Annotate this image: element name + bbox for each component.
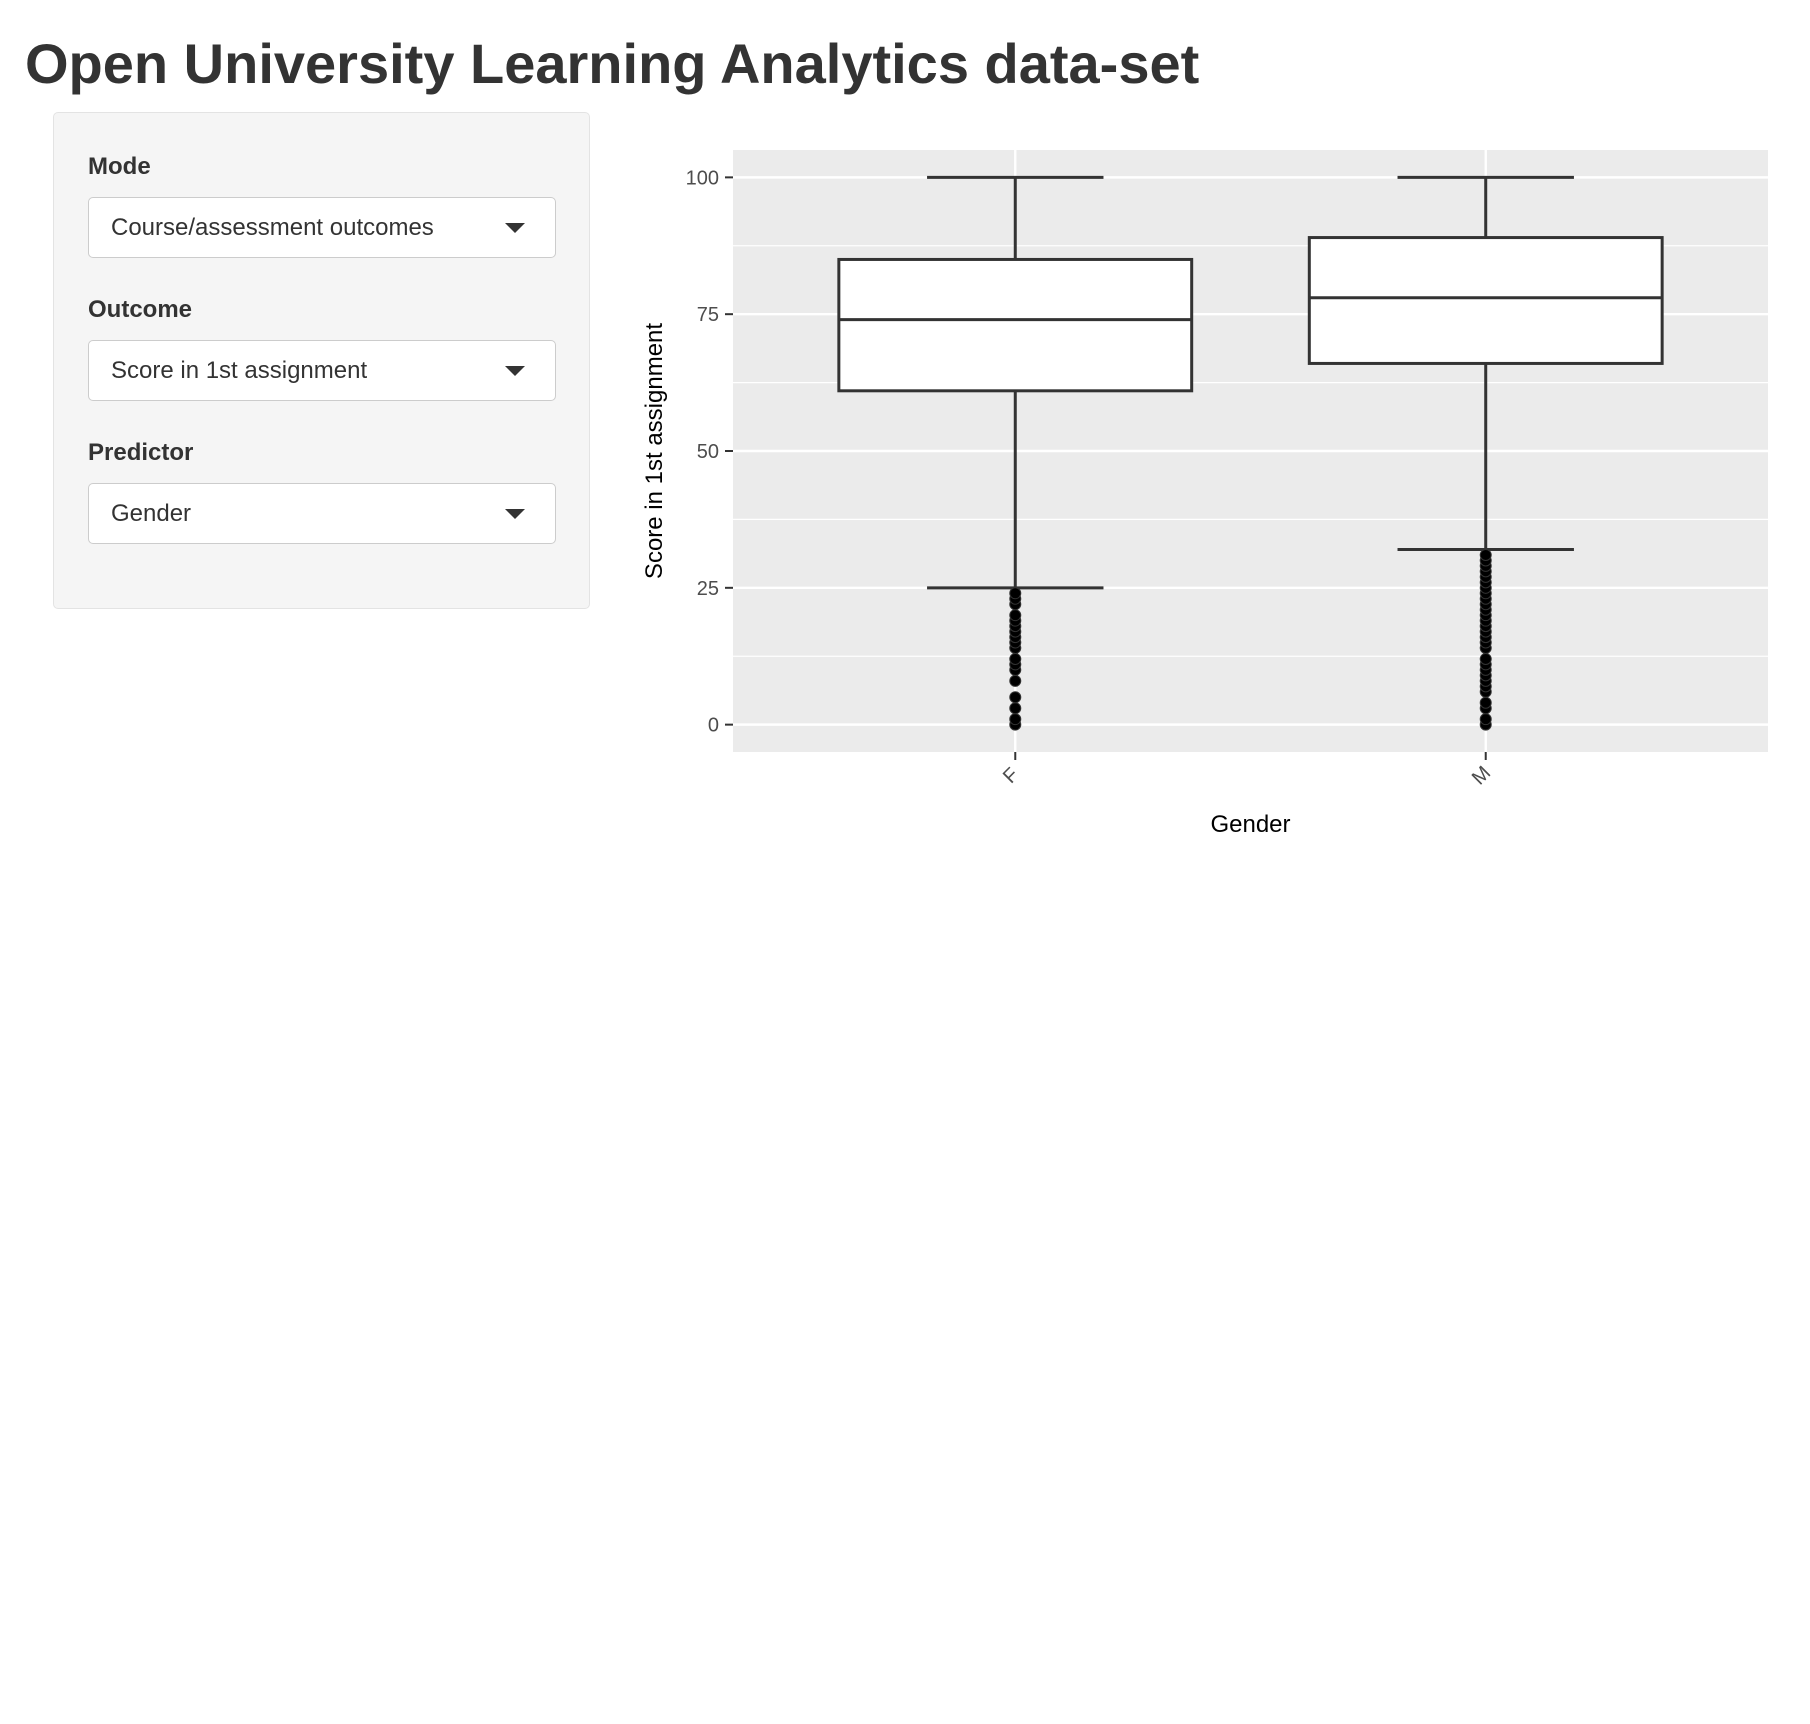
mode-select-value: Course/assessment outcomes xyxy=(111,214,434,241)
outlier-point xyxy=(1009,713,1022,726)
outlier-point xyxy=(1009,674,1022,687)
chevron-down-icon xyxy=(505,366,525,376)
outlier-point xyxy=(1009,609,1022,622)
chevron-down-icon xyxy=(505,223,525,233)
boxplot-svg: 0 25 50 75 100 F M Gender Score in 1st assignmen… xyxy=(641,150,1768,838)
outlier-point xyxy=(1479,696,1492,709)
outlier-point xyxy=(1009,652,1022,665)
predictor-field: Predictor Gender xyxy=(88,437,556,544)
predictor-select[interactable]: Gender xyxy=(88,483,556,544)
predictor-select-value: Gender xyxy=(111,500,192,527)
box-f xyxy=(837,257,1194,393)
page-title: Open University Learning Analytics data-… xyxy=(25,32,1200,95)
y-tick-label: 25 xyxy=(697,578,719,600)
outlier-point xyxy=(1479,652,1492,665)
y-tick-label: 100 xyxy=(686,167,719,189)
outcome-field: Outcome Score in 1st assignment xyxy=(88,294,556,401)
boxplot-chart: 0 25 50 75 100 F M Gender Score in 1st assignmen… xyxy=(640,130,1780,850)
x-tick-label: F xyxy=(999,764,1023,788)
x-axis-title: Gender xyxy=(1210,811,1290,838)
y-tick-label: 0 xyxy=(708,715,719,737)
sidebar-panel: Mode Course/assessment outcomes Outcome … xyxy=(53,112,590,609)
predictor-label: Predictor xyxy=(88,439,194,466)
outlier-point xyxy=(1009,587,1022,600)
box-m xyxy=(1307,236,1664,365)
y-axis-title: Score in 1st assignment xyxy=(641,323,668,579)
outcome-select-value: Score in 1st assignment xyxy=(111,357,368,384)
y-tick-label: 75 xyxy=(697,304,719,326)
y-tick-label: 50 xyxy=(697,441,719,463)
outlier-point xyxy=(1009,691,1022,704)
x-tick-label: M xyxy=(1468,762,1495,789)
outcome-select[interactable]: Score in 1st assignment xyxy=(88,340,556,401)
outlier-point xyxy=(1009,702,1022,715)
outlier-point xyxy=(1479,713,1492,726)
outcome-label: Outcome xyxy=(88,296,193,323)
mode-label: Mode xyxy=(88,153,151,180)
mode-field: Mode Course/assessment outcomes xyxy=(88,151,556,258)
outlier-point xyxy=(1479,548,1492,561)
chevron-down-icon xyxy=(505,509,525,519)
mode-select[interactable]: Course/assessment outcomes xyxy=(88,197,556,258)
